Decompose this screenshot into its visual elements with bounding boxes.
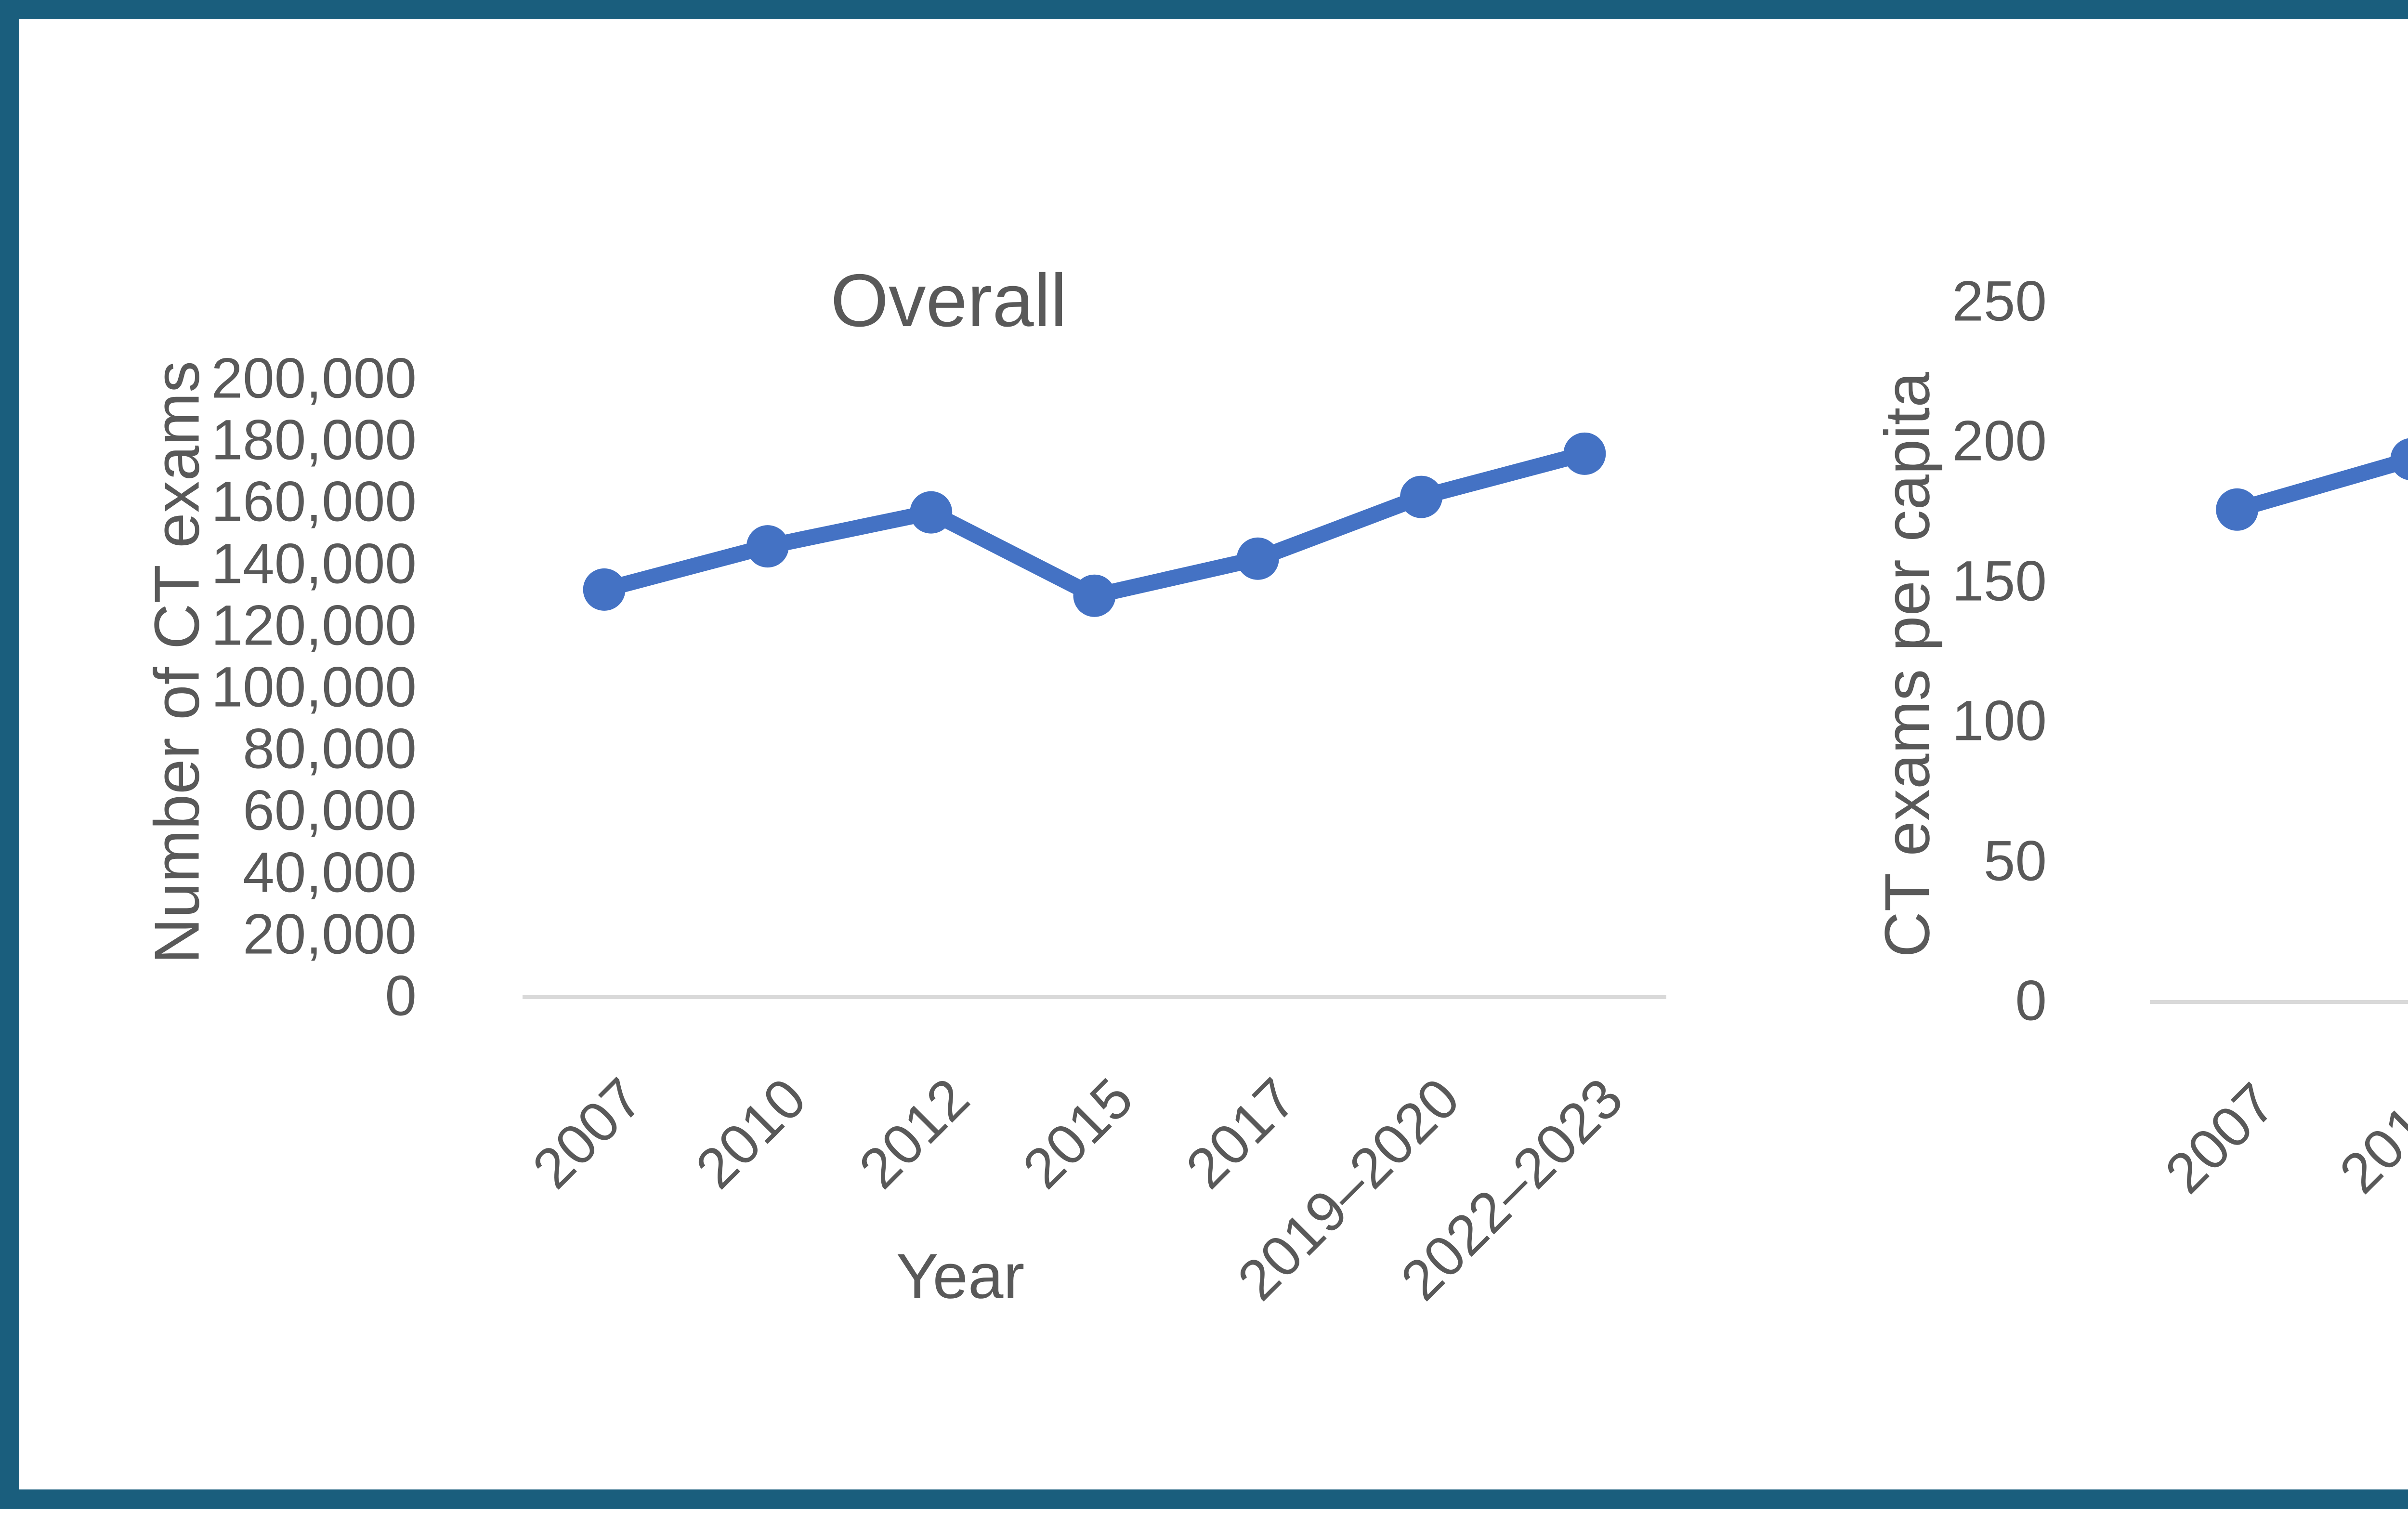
x-axis-line <box>2150 1000 2408 1004</box>
y-tick-label: 140,000 <box>211 531 417 595</box>
overall-chart: Overall Number of CT exams Year 0 20,000 4… <box>19 19 2408 1489</box>
y-tick-label: 50 <box>1983 829 2047 893</box>
x-tick-label: 2007 <box>2153 1071 2288 1206</box>
y-tick-label: 40,000 <box>243 840 417 904</box>
series-line <box>2229 452 2408 518</box>
y-tick-label: 60,000 <box>243 778 417 843</box>
chart-title: Overall <box>830 259 1067 342</box>
y-axis-title: CT exams per capita <box>1871 372 1943 958</box>
line-plot <box>2216 438 2408 531</box>
y-tick-label: 80,000 <box>243 717 417 781</box>
y-tick-label: 200,000 <box>211 346 417 410</box>
y-tick-label: 100,000 <box>211 655 417 719</box>
y-tick-label: 20,000 <box>243 902 417 966</box>
y-tick-label: 150 <box>1952 549 2047 613</box>
y-tick-label: 250 <box>1952 269 2047 333</box>
data-point-marker <box>2390 438 2408 480</box>
y-tick-label: 120,000 <box>211 593 417 658</box>
y-tick-label: 180,000 <box>211 408 417 472</box>
x-axis-line <box>523 995 1666 999</box>
data-point-marker <box>2216 488 2259 531</box>
y-tick-label: 200 <box>1952 409 2047 473</box>
x-tick-label: 2010 <box>2328 1071 2408 1206</box>
y-tick-label: 0 <box>385 964 417 1028</box>
x-axis-title: Year <box>896 1240 1025 1312</box>
per-capita-chart: Per capita CT exams per capita Year 0501… <box>19 19 2408 1489</box>
y-tick-label: 100 <box>1952 689 2047 753</box>
y-tick-label: 0 <box>2015 969 2047 1033</box>
y-tick-label: 160,000 <box>211 470 417 534</box>
